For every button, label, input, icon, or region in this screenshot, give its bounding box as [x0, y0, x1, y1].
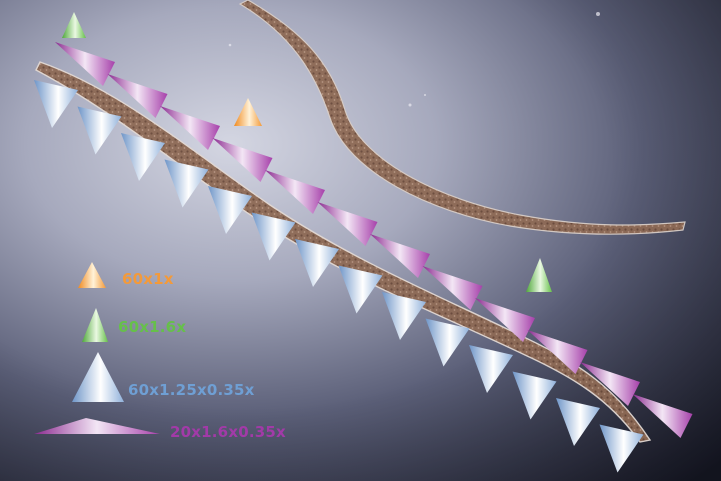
cone-blue-marker [295, 239, 339, 287]
cone-purple-marker [527, 330, 588, 374]
cone-purple-marker [370, 234, 430, 278]
cone-purple-icon [34, 418, 160, 434]
cone-blue-marker [164, 159, 209, 208]
cone-purple-marker [107, 74, 168, 118]
legend-label-orange: 60x1x [122, 270, 174, 288]
cone-green-icon [82, 308, 108, 342]
cone-purple-marker [632, 394, 693, 438]
worm-main [35, 61, 652, 443]
cone-purple-marker [422, 266, 483, 310]
cone-blue-marker [556, 398, 600, 446]
cone-purple-marker [55, 42, 115, 86]
cone-purple-marker [160, 106, 220, 150]
cone-blue-marker [338, 265, 383, 314]
legend-label-purple: 20x1.6x0.35x [170, 423, 286, 441]
cone-blue-marker [34, 80, 78, 128]
cone-blue-marker [251, 212, 296, 261]
legend [34, 262, 160, 434]
cone-orange-marker [234, 98, 262, 126]
legend-label-green: 60x1.6x [118, 318, 187, 336]
cone-blue-icon [72, 352, 124, 402]
cone-blue-marker [512, 371, 557, 420]
cone-blue-marker [208, 186, 252, 234]
cone-orange-icon [78, 262, 106, 288]
cone-purple-marker [580, 362, 640, 406]
cone-green-marker [526, 258, 552, 292]
cone-blue-marker [77, 106, 122, 155]
cone-blue-marker [382, 292, 426, 340]
cone-green-marker [62, 12, 86, 38]
worm-upper [238, 0, 686, 235]
cone-purple-marker [265, 170, 325, 214]
cone-purple-marker [475, 298, 535, 342]
cone-blue-marker [599, 424, 644, 473]
cone-purple-marker [317, 202, 378, 246]
blue-cone-row [34, 80, 644, 473]
debris-specks [228, 12, 600, 107]
cone-blue-marker [121, 133, 165, 181]
cone-blue-marker [469, 345, 513, 393]
legend-label-blue: 60x1.25x0.35x [128, 381, 255, 399]
cone-blue-marker [425, 318, 470, 367]
cone-purple-marker [212, 138, 273, 182]
purple-cone-row [55, 42, 693, 438]
